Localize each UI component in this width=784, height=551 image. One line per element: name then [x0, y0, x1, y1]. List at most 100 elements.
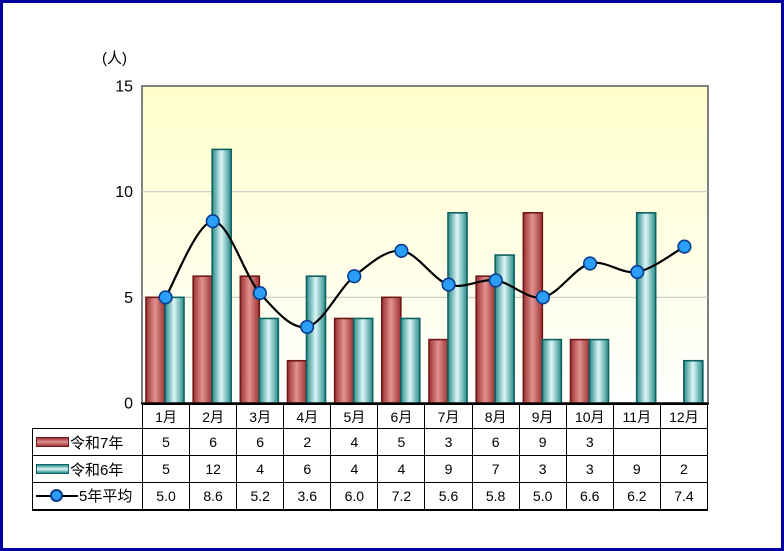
value-cell: 6 [189, 428, 238, 456]
average-marker [394, 243, 409, 258]
value-cell: 5.6 [424, 482, 473, 511]
value-cell: 6 [283, 455, 332, 483]
y-axis-tick-label: 5 [124, 290, 133, 307]
month-label: 5月 [330, 404, 379, 429]
bar-reiwa6 [635, 212, 657, 404]
month-header-row: 1月 2月 3月 4月 5月 6月 7月 8月 9月 10月 11月 12月 [33, 404, 709, 429]
value-cell: 3 [565, 428, 614, 456]
average-marker [630, 264, 645, 280]
y-axis-tick-label: 0 [124, 396, 133, 413]
value-cell: 4 [377, 455, 426, 483]
value-cell: 6.6 [565, 482, 614, 511]
reiwa6-bar-swatch-icon [36, 464, 69, 474]
bar-reiwa7 [192, 275, 213, 404]
legend-entry: 令和6年 [34, 459, 142, 480]
value-cell: 8.6 [189, 482, 238, 511]
reiwa7-bar-swatch-icon [36, 437, 69, 447]
table-corner-spacer [33, 405, 143, 429]
value-cell: 6.2 [612, 482, 661, 511]
legend-label-reiwa7: 令和7年 [70, 434, 124, 452]
legend-entry: 5年平均 [34, 485, 142, 506]
series-row-reiwa6: 令和6年 5 12 4 6 4 4 9 7 3 3 9 2 [32, 455, 709, 483]
y-axis-tick-label: 15 [115, 79, 133, 96]
average-line-swatch-icon [36, 488, 78, 503]
value-cell: 5.2 [236, 482, 285, 511]
month-label: 9月 [518, 404, 567, 429]
value-cell: 5.0 [141, 482, 191, 511]
month-label: 3月 [236, 404, 285, 429]
month-label: 11月 [612, 404, 661, 429]
value-cell: 3.6 [283, 482, 332, 511]
month-label: 12月 [659, 404, 709, 429]
bar-reiwa7 [381, 296, 402, 404]
bar-reiwa7-series [145, 212, 591, 404]
month-label: 2月 [189, 404, 238, 429]
bar-reiwa6 [541, 338, 563, 404]
value-cell: 3 [518, 455, 567, 483]
value-cell [659, 428, 709, 456]
bar-reiwa6 [447, 212, 468, 404]
bar-reiwa7 [475, 275, 496, 404]
plot-area [141, 85, 709, 404]
month-label: 7月 [424, 404, 473, 429]
value-cell: 9 [518, 428, 567, 456]
value-cell: 4 [330, 428, 379, 456]
bar-reiwa6 [211, 148, 232, 404]
bar-reiwa6 [400, 317, 421, 404]
value-cell: 5.8 [471, 482, 520, 511]
average-marker [252, 286, 268, 301]
bar-reiwa7 [333, 317, 355, 404]
value-cell: 5 [377, 428, 426, 456]
chart-plot: 0 5 10 15 (人) [102, 50, 709, 413]
bar-reiwa6 [352, 317, 374, 404]
month-label: 6月 [377, 404, 426, 429]
value-cell: 4 [330, 455, 379, 483]
value-cell: 5 [141, 428, 191, 456]
bar-reiwa7 [286, 359, 308, 404]
average-marker [441, 277, 456, 292]
value-cell: 3 [424, 428, 473, 456]
value-cell: 6 [236, 428, 285, 456]
value-cell: 12 [189, 455, 238, 483]
average-marker [535, 290, 551, 305]
bar-reiwa6 [164, 296, 185, 404]
bar-reiwa7 [428, 338, 449, 404]
average-marker [347, 269, 362, 284]
value-cell: 6.0 [330, 482, 379, 511]
value-cell: 2 [283, 428, 332, 456]
month-label: 1月 [141, 404, 191, 429]
value-cell: 7.2 [377, 482, 426, 511]
value-cell: 9 [424, 455, 473, 483]
value-cell: 7.4 [659, 482, 709, 511]
value-cell: 4 [236, 455, 285, 483]
legend-cell-average: 5年平均 [32, 482, 143, 511]
y-axis-unit-label: (人) [102, 50, 127, 67]
series-row-average: 5年平均 5.0 8.6 5.2 3.6 6.0 7.2 5.6 5.8 5.0 6.6 6.2 7.… [32, 482, 709, 511]
legend-entry: 令和7年 [34, 432, 142, 453]
legend-label-reiwa6: 令和6年 [70, 461, 124, 479]
value-cell: 5.0 [518, 482, 567, 511]
value-cell: 7 [471, 455, 520, 483]
value-cell: 3 [565, 455, 614, 483]
bar-reiwa7 [145, 296, 166, 404]
average-marker [205, 214, 220, 229]
bar-reiwa6 [258, 317, 280, 404]
value-cell: 9 [612, 455, 661, 483]
bar-reiwa6 [683, 359, 704, 404]
value-cell: 6 [471, 428, 520, 456]
bar-reiwa6 [305, 275, 327, 404]
average-marker [582, 256, 598, 271]
month-label: 10月 [565, 404, 614, 429]
average-marker [299, 319, 315, 335]
average-marker [677, 239, 692, 254]
average-marker [488, 273, 503, 288]
month-label: 8月 [471, 404, 520, 429]
bar-reiwa7 [522, 212, 544, 404]
bar-reiwa7 [569, 338, 591, 404]
legend-cell-reiwa6: 令和6年 [32, 455, 143, 483]
average-marker [158, 290, 173, 305]
legend-cell-reiwa7: 令和7年 [32, 428, 143, 456]
